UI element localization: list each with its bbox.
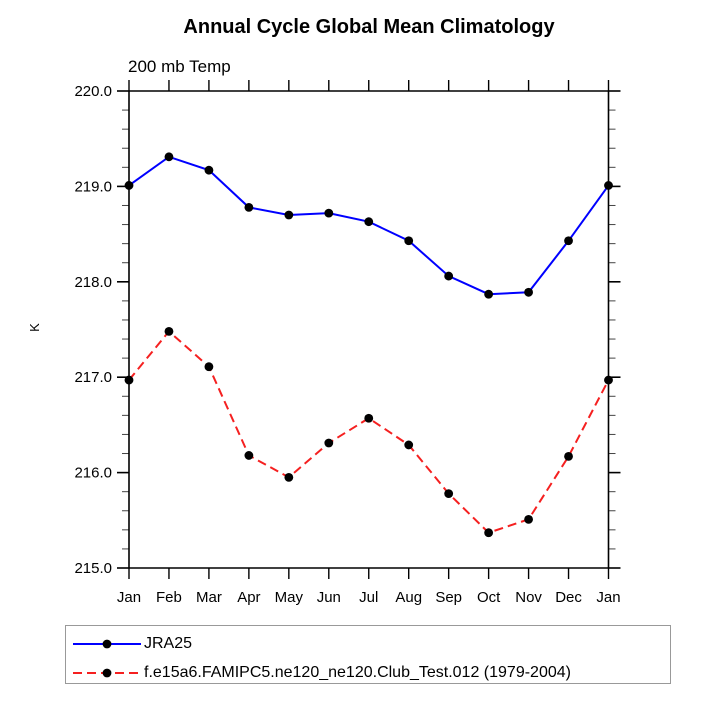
data-point-marker [564,236,573,246]
x-tick-label: May [275,589,304,606]
x-tick-label: Feb [156,589,182,606]
data-point-marker [284,472,294,482]
legend-marker-dot [102,639,112,649]
data-point-marker [244,451,254,460]
data-point-marker [524,287,533,297]
data-point-marker [364,413,374,423]
data-point-marker [164,152,174,162]
line-chart-plot-area: 220.0 219.0 218.0 217.0 216.0 215.0 Jan Feb Mar A… [74,80,621,606]
data-point-marker [204,165,214,175]
data-point-marker [484,289,494,299]
legend-swatch-model [73,668,141,678]
data-point-marker [284,210,294,220]
data-point-marker [604,375,613,385]
data-point-marker [484,528,494,538]
data-point-marker [244,202,254,212]
page-title: Annual Cycle Global Mean Climatology [183,16,555,38]
data-point-marker [324,208,334,218]
legend-label-jra25: JRA25 [144,635,193,652]
y-tick-label: 217.0 [74,369,112,386]
legend-marker-dot [102,668,112,678]
x-tick-label: Oct [477,589,501,606]
data-point-marker [204,362,214,372]
data-point-marker [124,181,134,190]
x-tick-label: Apr [237,589,260,606]
x-tick-label: Nov [515,589,542,606]
legend-swatch-jra25 [73,639,141,649]
y-tick-label: 215.0 [74,560,112,577]
data-point-marker [404,236,414,246]
y-tick-label: 219.0 [74,178,112,195]
plot-subtitle: 200 mb Temp [128,57,231,76]
x-tick-label: Jul [359,589,378,606]
y-tick-label: 220.0 [74,83,112,100]
legend: JRA25 f.e15a6.FAMIPC5.ne120_ne120.Club_T… [65,625,671,684]
y-tick-label: 218.0 [74,274,112,291]
data-point-marker [604,181,613,190]
data-point-marker [524,514,533,524]
data-point-marker [444,489,454,498]
legend-label-model: f.e15a6.FAMIPC5.ne120_ne120.Club_Test.01… [144,664,571,681]
data-point-marker [364,217,374,227]
data-point-marker [124,375,134,385]
series-line-1 [128,329,610,534]
x-tick-label: Dec [555,589,582,606]
data-point-marker [564,451,573,461]
data-point-marker [444,271,454,281]
x-tick-label: Jun [317,589,341,606]
x-tick-label: Jan [596,589,620,606]
data-point-marker [324,438,334,448]
y-tick-label: 216.0 [74,465,112,482]
data-point-marker [404,440,414,450]
x-tick-label: Sep [435,589,462,606]
x-tick-label: Jan [117,589,141,606]
x-tick-label: Mar [196,589,222,606]
data-point-marker [164,327,174,336]
x-tick-label: Aug [395,589,422,606]
